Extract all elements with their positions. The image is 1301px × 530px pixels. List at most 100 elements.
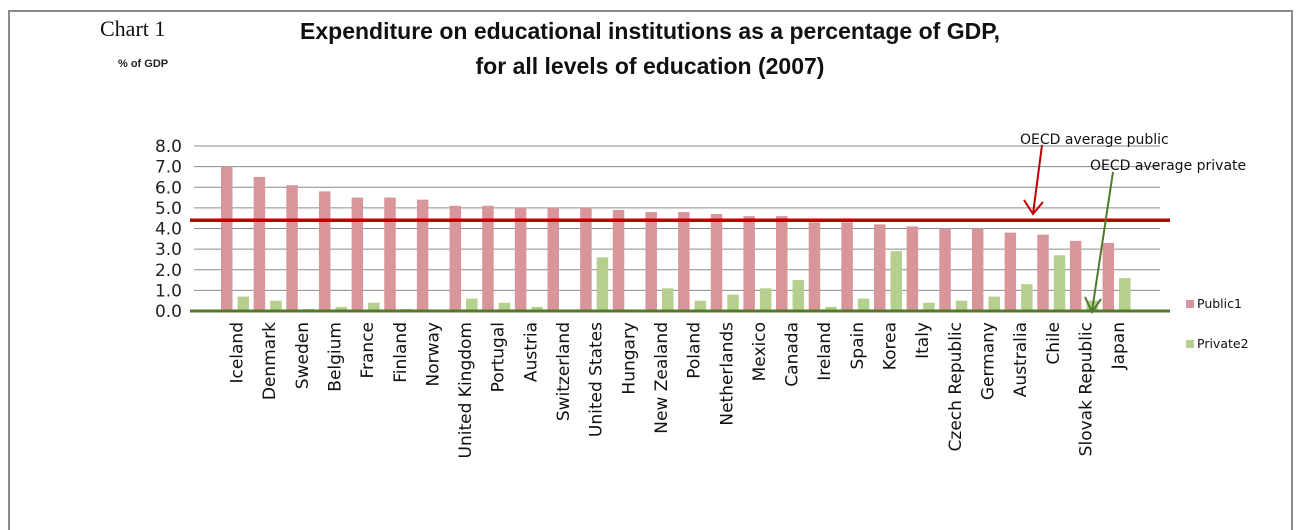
bar-public bbox=[874, 224, 886, 311]
x-tick-label: United States bbox=[587, 322, 607, 437]
x-tick-label: Sweden bbox=[293, 322, 313, 389]
x-tick-label: Poland bbox=[685, 322, 705, 379]
y-axis-ticks: 0.01.02.03.04.05.06.07.08.0 bbox=[155, 137, 182, 322]
x-tick-label: Austria bbox=[521, 322, 541, 382]
x-axis-ticks: Iceland Denmark Sweden Belgium France Finland… bbox=[228, 322, 1130, 459]
legend-label: Private2 bbox=[1197, 336, 1249, 351]
bar-public bbox=[580, 207, 592, 311]
bar-public bbox=[971, 228, 984, 311]
bar-private bbox=[237, 296, 249, 311]
bar-public bbox=[384, 197, 396, 311]
x-tick-label: Germany bbox=[978, 322, 998, 400]
bar-public bbox=[449, 205, 462, 311]
bar-public bbox=[351, 197, 364, 311]
bar-public bbox=[939, 228, 951, 311]
annotation-oecd-average-private: OECD average private bbox=[1090, 158, 1246, 174]
x-tick-label: Spain bbox=[848, 322, 868, 370]
bar-public bbox=[547, 207, 559, 311]
bar-private bbox=[368, 302, 380, 311]
y-tick-label: 0.0 bbox=[155, 302, 182, 322]
chart-number-label: Chart 1 bbox=[100, 16, 166, 41]
bar-private bbox=[923, 302, 935, 311]
x-tick-label: Belgium bbox=[325, 322, 345, 392]
bar-private bbox=[988, 296, 1000, 311]
legend-swatch bbox=[1186, 300, 1194, 308]
x-tick-label: Denmark bbox=[260, 322, 280, 400]
bar-public bbox=[1102, 242, 1115, 311]
chart-frame bbox=[8, 10, 1293, 530]
x-tick-label: Norway bbox=[423, 322, 443, 387]
y-tick-label: 1.0 bbox=[155, 281, 182, 301]
x-tick-label: Canada bbox=[783, 322, 803, 387]
annotation-oecd-average-public: OECD average public bbox=[1020, 132, 1169, 148]
y-tick-label: 5.0 bbox=[155, 199, 182, 219]
bar-private bbox=[792, 280, 805, 311]
bar-private bbox=[890, 251, 902, 311]
x-tick-label: Switzerland bbox=[554, 322, 574, 421]
annotations: OECD average public OECD average private bbox=[1020, 132, 1246, 315]
y-axis-units-label: % of GDP bbox=[118, 58, 169, 70]
bar-public bbox=[710, 214, 723, 311]
bar-public bbox=[612, 209, 625, 311]
x-tick-label: France bbox=[358, 322, 378, 379]
x-tick-label: Hungary bbox=[619, 322, 639, 395]
bar-public bbox=[318, 191, 331, 311]
bar-private bbox=[596, 257, 609, 311]
y-tick-label: 2.0 bbox=[155, 261, 182, 281]
x-tick-label: United Kingdom bbox=[456, 322, 476, 458]
arrow-private bbox=[1091, 171, 1114, 312]
x-tick-label: Netherlands bbox=[717, 322, 737, 426]
chart-title-block: Expenditure on educational institutions … bbox=[200, 14, 1100, 84]
y-tick-label: 7.0 bbox=[155, 158, 182, 178]
x-tick-label: New Zealand bbox=[652, 322, 672, 434]
chart-subtitle: for all levels of education (2007) bbox=[475, 53, 825, 79]
bar-private bbox=[498, 302, 511, 311]
bar-private bbox=[825, 306, 837, 311]
bar-private bbox=[727, 294, 739, 311]
bar-public bbox=[841, 222, 853, 311]
bar-public bbox=[776, 216, 788, 311]
bar-public bbox=[514, 207, 527, 311]
y-tick-label: 3.0 bbox=[155, 240, 182, 260]
chart-title: Expenditure on educational institutions … bbox=[300, 18, 1000, 44]
bar-private bbox=[466, 298, 478, 311]
x-tick-label: Iceland bbox=[228, 322, 248, 384]
bar-public bbox=[808, 222, 821, 311]
bar-private bbox=[1021, 284, 1033, 311]
x-tick-label: Ireland bbox=[815, 322, 835, 381]
y-tick-label: 4.0 bbox=[155, 220, 182, 240]
bar-private bbox=[270, 300, 282, 311]
x-tick-label: Korea bbox=[881, 322, 901, 370]
legend-swatch bbox=[1186, 340, 1194, 348]
bars bbox=[221, 166, 1131, 311]
bar-public bbox=[645, 212, 657, 311]
bar-private bbox=[531, 306, 543, 311]
x-tick-label: Finland bbox=[391, 322, 411, 383]
arrow-public bbox=[1032, 144, 1043, 215]
x-tick-label: Chile bbox=[1044, 322, 1064, 365]
x-tick-label: Czech Republic bbox=[946, 322, 966, 451]
x-tick-label: Slovak Republic bbox=[1076, 322, 1096, 456]
bar-public bbox=[1069, 240, 1082, 311]
bar-public bbox=[906, 226, 919, 311]
bar-public bbox=[221, 166, 233, 311]
x-tick-label: Italy bbox=[913, 322, 933, 359]
bar-private bbox=[759, 288, 772, 311]
bar-public bbox=[1004, 232, 1017, 311]
y-tick-label: 6.0 bbox=[155, 178, 182, 198]
bar-public bbox=[743, 216, 755, 311]
x-tick-label: Mexico bbox=[750, 322, 770, 381]
x-tick-label: Portugal bbox=[489, 322, 509, 392]
bar-private bbox=[1053, 255, 1066, 311]
bar-public bbox=[678, 212, 690, 311]
x-tick-label: Australia bbox=[1011, 322, 1031, 397]
bar-private bbox=[955, 300, 968, 311]
arrowhead-private bbox=[1084, 296, 1102, 315]
arrowhead-public bbox=[1023, 199, 1044, 216]
legend: Public1 Private2 bbox=[1186, 296, 1249, 351]
reference-lines bbox=[190, 218, 1170, 313]
x-tick-label: Japan bbox=[1109, 322, 1129, 370]
bar-public bbox=[253, 176, 266, 311]
bar-private bbox=[694, 300, 707, 311]
